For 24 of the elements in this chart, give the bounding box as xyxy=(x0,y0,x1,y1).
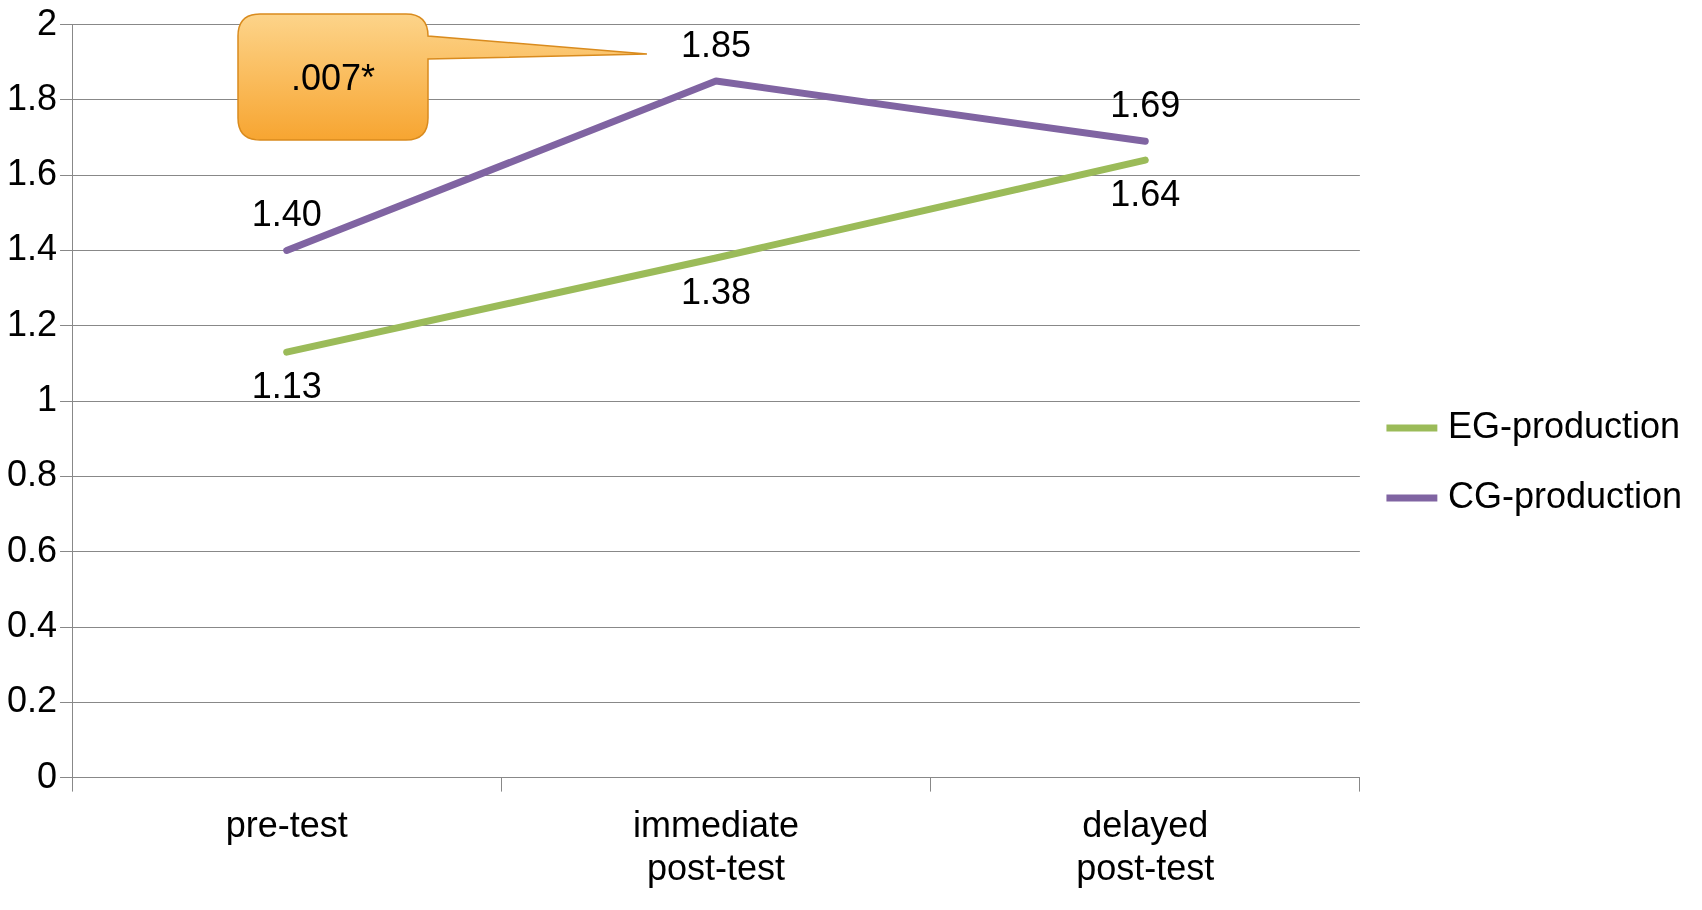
data-label: 1.85 xyxy=(680,24,752,65)
y-tick-label: 0.6 xyxy=(7,528,58,570)
y-tick-label: 1 xyxy=(37,378,58,420)
x-tick-label: pre-test xyxy=(225,804,348,846)
data-label: 1.69 xyxy=(1110,84,1181,126)
legend-label: EG-production xyxy=(1447,404,1681,446)
data-label: 1.38 xyxy=(680,270,752,312)
data-label: 1.13 xyxy=(251,365,322,407)
y-tick-label: 1.2 xyxy=(7,302,58,344)
x-tick-label: delayed post-test xyxy=(1076,804,1215,889)
data-label: 1.64 xyxy=(1110,173,1181,215)
y-tick-label: 0.8 xyxy=(7,453,58,495)
y-tick-label: 0.4 xyxy=(7,603,58,645)
annotation: .007* xyxy=(290,56,376,98)
y-tick-label: 1.4 xyxy=(7,227,58,269)
legend-label: CG-production xyxy=(1447,474,1682,516)
x-tick-label: immediate post-test xyxy=(632,804,799,889)
y-tick-label: 1.8 xyxy=(7,76,58,118)
data-label: 1.40 xyxy=(251,193,322,235)
y-tick-label: 2 xyxy=(37,1,58,43)
callout-box: .007* xyxy=(237,12,650,143)
y-tick-label: 1.6 xyxy=(7,152,58,194)
y-tick-label: 0.2 xyxy=(7,679,58,721)
y-tick-label: 0 xyxy=(37,754,58,796)
